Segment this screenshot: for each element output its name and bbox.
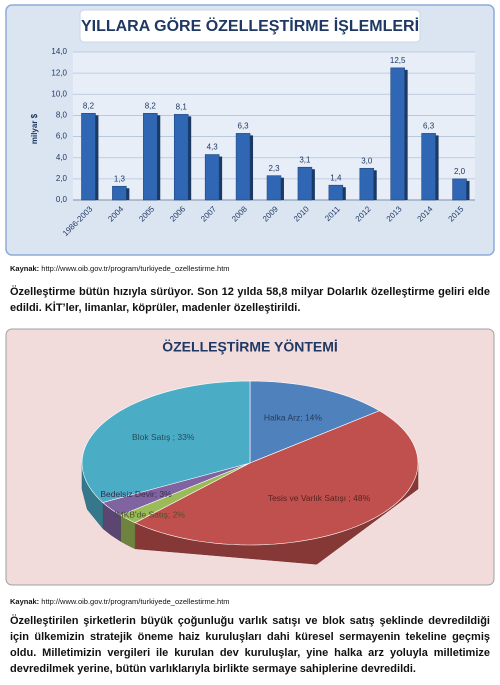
source-label: Kaynak: [10,264,40,273]
pie-chart: ÖZELLEŞTİRME YÖNTEMİ Halka Arz; 14% Tesis… [5,328,495,586]
slice-label: İMKB'de Satış; 2% [114,509,185,519]
y-axis-label: milyar $ [30,113,39,144]
value-label: 2,0 [454,167,466,176]
bar-shadow [157,115,161,200]
bar [235,133,251,201]
y-tick-label: 6,0 [56,132,68,141]
value-label: 8,1 [176,102,188,111]
bar-shadow [466,180,470,200]
chart-title: YILLARA GÖRE ÖZELLEŞTİRME İŞLEMLERİ [81,16,419,35]
bar [143,113,158,201]
paragraph: Özelleştirilen şirketlerin büyük çoğunlu… [10,615,490,675]
bar-shadow [342,187,346,200]
bar [421,133,436,201]
bar-shadow [250,135,254,200]
bar [266,175,282,201]
slice-label: Blok Satış ; 33% [132,432,195,442]
value-label: 4,3 [207,143,219,152]
chart-title: ÖZELLEŞTİRME YÖNTEMİ [162,339,338,355]
bar [204,154,220,201]
value-label: 8,2 [83,101,95,110]
value-label: 1,4 [330,173,342,182]
bar [452,178,467,201]
y-tick-label: 4,0 [56,153,68,162]
pie-slice [249,380,381,464]
bar [173,114,189,201]
bar-shadow [404,69,408,200]
bar-shadow [188,116,192,200]
value-label: 12,5 [390,56,406,65]
bar-shadow [126,188,130,200]
slice-label: Tesis ve Varlık Satışı ; 48% [268,493,371,503]
bar [297,166,313,201]
bar-chart: YILLARA GÖRE ÖZELLEŞTİRME İŞLEMLERİ mily… [5,4,495,256]
title-box [79,9,421,43]
y-tick-label: 14,0 [51,47,67,56]
source-label: Kaynak: [10,597,40,606]
pie-slice [134,410,419,546]
bar-shadow [311,169,315,200]
bar [112,185,127,201]
y-tick-label: 10,0 [51,89,67,98]
slice-label: Bedelsiz Devir; 3% [100,489,172,499]
bar-shadow [435,135,439,200]
value-label: 8,2 [145,101,157,110]
slice-label: Halka Arz; 14% [264,413,323,423]
source-url: http://www.oib.gov.tr/program/turkiyede_… [41,264,230,273]
paragraph: Özelleştirme bütün hızıyla sürüyor. Son … [10,286,490,314]
bar-shadow [95,115,99,200]
bar-shadow [373,170,377,200]
bar [328,184,344,201]
value-label: 6,3 [423,122,435,131]
plot-wall [73,52,475,200]
value-label: 2,3 [268,164,280,173]
source-note: Kaynak: http://www.oib.gov.tr/program/tu… [10,264,230,273]
bar [390,67,405,201]
value-label: 1,3 [114,174,126,183]
y-tick-label: 8,0 [56,111,68,120]
source-url: http://www.oib.gov.tr/program/turkiyede_… [41,597,230,606]
y-tick-label: 2,0 [56,174,68,183]
source-note: Kaynak: http://www.oib.gov.tr/program/tu… [10,597,230,606]
bar-shadow [280,177,284,200]
y-tick-label: 12,0 [51,68,67,77]
bar [81,113,96,201]
bar-shadow [219,156,223,200]
pie-slice [81,380,251,503]
value-label: 3,0 [361,156,373,165]
y-tick-label: 0,0 [56,195,68,204]
bar [359,167,375,201]
value-label: 6,3 [238,122,250,131]
value-label: 3,1 [299,155,311,164]
